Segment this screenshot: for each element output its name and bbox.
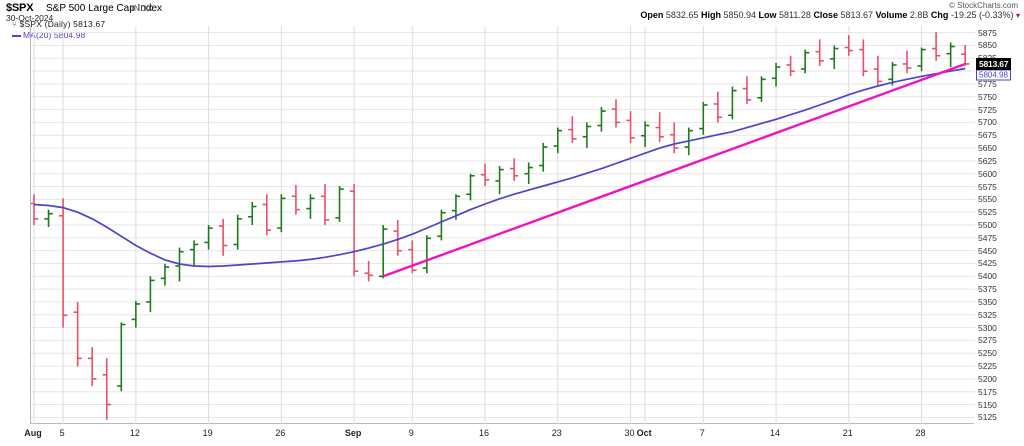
high-label: High bbox=[700, 10, 721, 20]
legend-price-row: ⑂ $SPX (Daily) 5813.67 bbox=[12, 19, 105, 30]
x-axis-tick: 23 bbox=[551, 428, 562, 438]
stockcharts-credit: © StockCharts.com bbox=[948, 1, 1018, 10]
high-value: 5850.94 bbox=[723, 10, 757, 20]
ma20-line bbox=[33, 67, 966, 268]
open-value: 5832.65 bbox=[665, 10, 699, 20]
chevron-down-icon[interactable]: ▾ bbox=[1015, 11, 1020, 20]
legend-price-label: $SPX (Daily) 5813.67 bbox=[19, 19, 106, 29]
y-axis-tick: 5725 bbox=[978, 104, 997, 115]
price-value-tag: 5813.67 bbox=[976, 57, 1012, 70]
line-swatch-icon bbox=[12, 34, 21, 37]
y-axis-tick: 5200 bbox=[978, 373, 997, 384]
x-axis-tick: 5 bbox=[59, 428, 65, 438]
y-axis-tick: 5250 bbox=[978, 348, 997, 359]
y-axis-tick: 5700 bbox=[978, 117, 997, 128]
y-axis-tick: 5775 bbox=[978, 78, 997, 89]
index-name: S&P 500 Large Cap Index bbox=[46, 3, 163, 14]
y-axis-tick: 5550 bbox=[978, 194, 997, 205]
y-axis-tick: 5850 bbox=[978, 40, 997, 51]
y-axis-tick: 5500 bbox=[978, 220, 997, 230]
legend-ma-row: MA(20) 5804.98 bbox=[12, 30, 105, 40]
ohlc-bars bbox=[31, 32, 970, 420]
close-value: 5813.67 bbox=[840, 10, 874, 20]
y-axis-tick: 5225 bbox=[978, 361, 997, 372]
quote-date: 30-Oct-2024 bbox=[6, 13, 54, 23]
chart-canvas bbox=[31, 26, 975, 424]
ma-value-tag: 5804.98 bbox=[976, 69, 1011, 81]
y-axis-tick: 5275 bbox=[978, 335, 997, 346]
x-axis-tick: 12 bbox=[129, 428, 140, 438]
change-value: -19.25 (-0.33%) bbox=[950, 10, 1014, 20]
chart-legend: ⑂ $SPX (Daily) 5813.67 MA(20) 5804.98 bbox=[12, 19, 105, 40]
x-axis-tick: 26 bbox=[275, 428, 286, 438]
y-axis-tick: 5575 bbox=[978, 181, 997, 192]
x-axis-tick: 9 bbox=[408, 428, 414, 438]
y-axis-tick: 5350 bbox=[978, 296, 997, 307]
x-axis-tick: Aug bbox=[24, 428, 42, 438]
x-axis-tick: 30 bbox=[624, 428, 635, 438]
gridlines bbox=[31, 26, 975, 424]
symbol-ticker: $SPX bbox=[6, 2, 34, 14]
support-trendline bbox=[382, 62, 966, 278]
y-axis-tick: 5675 bbox=[978, 130, 997, 141]
open-label: Open bbox=[640, 10, 664, 20]
change-label: Chg bbox=[930, 10, 949, 20]
y-axis-tick: 5125 bbox=[978, 412, 997, 423]
exchange-label: INDX bbox=[131, 3, 154, 13]
y-axis-tick: 5875 bbox=[978, 27, 997, 38]
y-axis-tick: 5400 bbox=[978, 271, 997, 282]
ohlc-bar-icon: ⑂ bbox=[12, 20, 17, 29]
x-axis-tick: 14 bbox=[770, 428, 781, 438]
y-axis-tick: 5650 bbox=[978, 143, 997, 154]
volume-label: Volume bbox=[875, 10, 908, 20]
y-axis-tick: 5625 bbox=[978, 155, 997, 166]
volume-value: 2.8B bbox=[909, 10, 929, 20]
y-axis-tick: 5425 bbox=[978, 258, 997, 269]
y-axis-tick: 5300 bbox=[978, 322, 997, 333]
y-axis-tick: 5150 bbox=[978, 399, 997, 410]
x-axis-tick: Oct bbox=[636, 428, 652, 438]
low-label: Low bbox=[758, 10, 777, 20]
y-axis-tick: 5600 bbox=[978, 168, 997, 179]
x-axis-tick: 7 bbox=[699, 428, 705, 438]
x-axis-tick: 16 bbox=[479, 428, 490, 438]
low-value: 5811.28 bbox=[779, 10, 811, 20]
quote-bar: Open 5832.65 High 5850.94 Low 5811.28 Cl… bbox=[640, 10, 1020, 20]
x-axis-tick: Sep bbox=[344, 428, 362, 438]
y-axis-tick: 5375 bbox=[978, 284, 997, 295]
y-axis-tick: 5525 bbox=[978, 207, 997, 218]
y-axis-tick: 5325 bbox=[978, 309, 997, 320]
x-axis-tick: 19 bbox=[202, 428, 213, 438]
close-label: Close bbox=[813, 10, 838, 20]
y-axis-tick: 5175 bbox=[978, 386, 997, 397]
legend-ma-label: MA(20) 5804.98 bbox=[23, 30, 86, 40]
x-axis-tick: 21 bbox=[842, 428, 853, 438]
y-axis-tick: 5475 bbox=[978, 232, 997, 243]
price-plot-area[interactable] bbox=[30, 26, 975, 424]
x-axis-tick: 28 bbox=[915, 428, 926, 438]
y-axis-tick: 5450 bbox=[978, 245, 997, 256]
y-axis-tick: 5750 bbox=[978, 91, 997, 102]
